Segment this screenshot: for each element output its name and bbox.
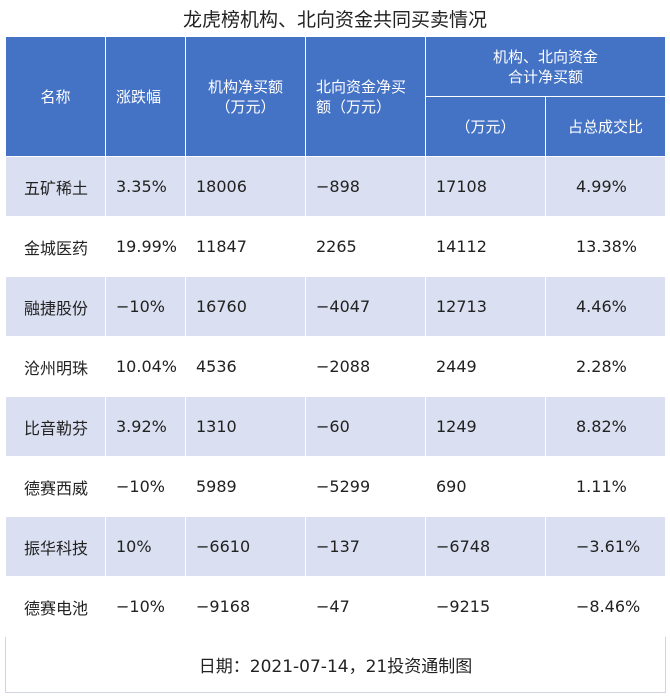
header-combined-line1: 机构、北向资金 — [493, 47, 599, 66]
cell-inst: 5989 — [185, 456, 306, 517]
cell-name: 沧州明珠 — [5, 336, 106, 397]
table-row: 振华科技 10% −6610 −137 −6748 −3.61% — [5, 516, 667, 577]
cell-change: −10% — [105, 576, 186, 637]
header-name: 名称 — [5, 36, 106, 157]
table-row: 沧州明珠 10.04% 4536 −2088 2449 2.28% — [5, 336, 667, 397]
cell-ratio: 2.28% — [544, 336, 667, 397]
cell-change: 3.35% — [105, 156, 186, 217]
footer-note: 日期：2021-07-14，21投资通制图 — [4, 636, 667, 693]
cell-change: 10% — [105, 516, 186, 577]
cell-total: 1249 — [425, 396, 546, 457]
cell-total: −6748 — [425, 516, 546, 577]
table-row: 德赛西威 −10% 5989 −5299 690 1.11% — [5, 456, 667, 517]
cell-inst: −9168 — [185, 576, 306, 637]
header-combined-ratio: 占总成交比 — [544, 96, 667, 157]
cell-inst: 18006 — [185, 156, 306, 217]
cell-change: −10% — [105, 456, 186, 517]
cell-inst: 1310 — [185, 396, 306, 457]
cell-name: 德赛电池 — [5, 576, 106, 637]
header-change: 涨跌幅 — [105, 36, 186, 157]
cell-north: 2265 — [305, 216, 426, 277]
cell-ratio: 4.46% — [544, 276, 667, 337]
header-combined-unit: （万元） — [425, 96, 546, 157]
data-table: 名称 涨跌幅 机构净买额 （万元） 北向资金净买 额（万元） 机构、北向资金 合… — [4, 36, 667, 693]
table-title: 龙虎榜机构、北向资金共同买卖情况 — [182, 9, 487, 31]
header-north-net: 北向资金净买 额（万元） — [305, 36, 426, 157]
cell-inst: −6610 — [185, 516, 306, 577]
cell-total: 2449 — [425, 336, 546, 397]
table-row: 融捷股份 −10% 16760 −4047 12713 4.46% — [5, 276, 667, 337]
cell-ratio: 4.99% — [544, 156, 667, 217]
cell-ratio: −3.61% — [544, 516, 667, 577]
cell-north: −898 — [305, 156, 426, 217]
cell-name: 金城医药 — [5, 216, 106, 277]
cell-inst: 4536 — [185, 336, 306, 397]
cell-north: −2088 — [305, 336, 426, 397]
table-row: 五矿稀土 3.35% 18006 −898 17108 4.99% — [5, 156, 667, 217]
header-combined: 机构、北向资金 合计净买额 — [424, 36, 667, 97]
cell-total: −9215 — [425, 576, 546, 637]
cell-change: −10% — [105, 276, 186, 337]
cell-name: 五矿稀土 — [5, 156, 106, 217]
cell-ratio: −8.46% — [544, 576, 667, 637]
cell-change: 19.99% — [105, 216, 186, 277]
header-inst-net-line2: （万元） — [215, 97, 276, 116]
cell-name: 融捷股份 — [5, 276, 106, 337]
cell-inst: 11847 — [185, 216, 306, 277]
cell-north: −60 — [305, 396, 426, 457]
cell-name: 振华科技 — [5, 516, 106, 577]
header-combined-line2: 合计净买额 — [508, 67, 584, 86]
cell-change: 3.92% — [105, 396, 186, 457]
cell-total: 12713 — [425, 276, 546, 337]
cell-change: 10.04% — [105, 336, 186, 397]
cell-total: 690 — [425, 456, 546, 517]
cell-total: 14112 — [425, 216, 546, 277]
cell-north: −5299 — [305, 456, 426, 517]
cell-ratio: 1.11% — [544, 456, 667, 517]
cell-name: 比音勒芬 — [5, 396, 106, 457]
header-north-net-line1: 北向资金净买 — [316, 77, 407, 96]
table-row: 比音勒芬 3.92% 1310 −60 1249 8.82% — [5, 396, 667, 457]
cell-total: 17108 — [425, 156, 546, 217]
cell-ratio: 8.82% — [544, 396, 667, 457]
header-north-net-line2: 额（万元） — [316, 97, 392, 116]
cell-north: −137 — [305, 516, 426, 577]
cell-ratio: 13.38% — [544, 216, 667, 277]
header-inst-net: 机构净买额 （万元） — [185, 36, 306, 157]
header-inst-net-line1: 机构净买额 — [207, 77, 283, 96]
cell-north: −47 — [305, 576, 426, 637]
table-row: 金城医药 19.99% 11847 2265 14112 13.38% — [5, 216, 667, 277]
cell-name: 德赛西威 — [5, 456, 106, 517]
table-row: 德赛电池 −10% −9168 −47 −9215 −8.46% — [5, 576, 667, 637]
cell-inst: 16760 — [185, 276, 306, 337]
cell-north: −4047 — [305, 276, 426, 337]
